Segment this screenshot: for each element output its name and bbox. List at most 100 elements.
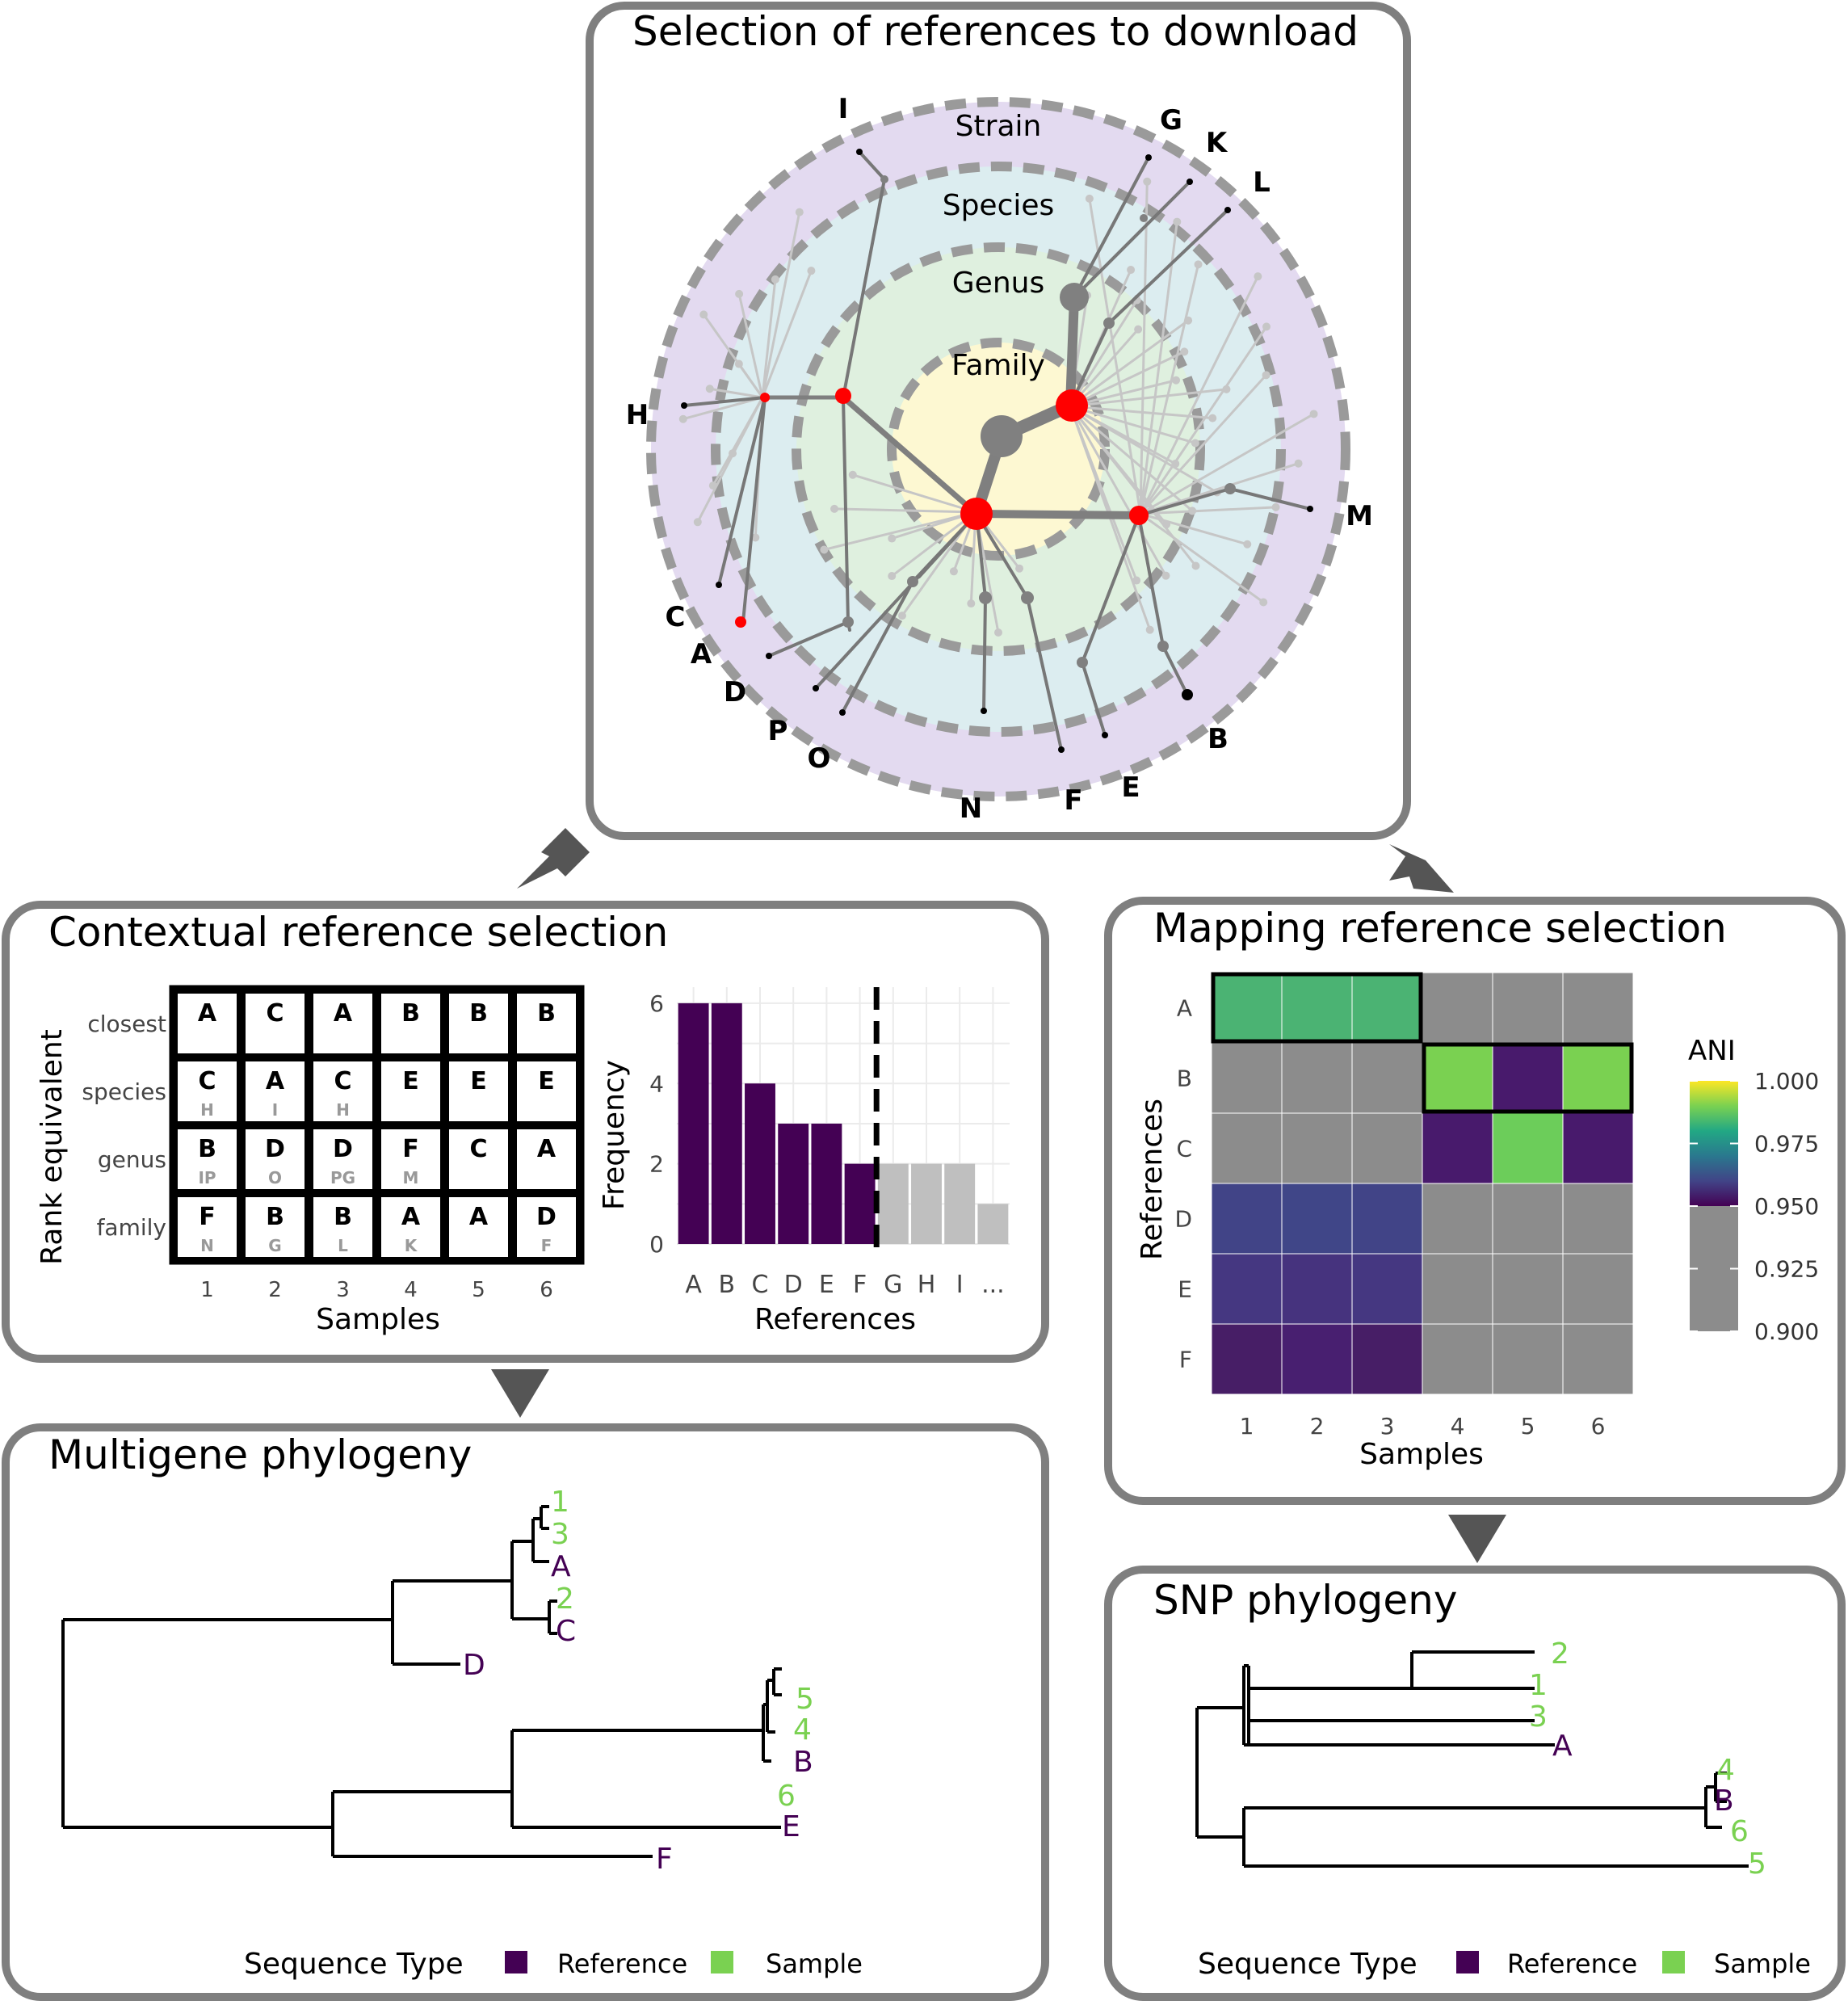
legend-label-1.000: 1.000 xyxy=(1754,1068,1819,1095)
branch xyxy=(1137,487,1232,517)
heat-cell xyxy=(1211,1112,1283,1184)
ring-label-genus: Genus xyxy=(952,267,1044,300)
cell-alt-ref: N xyxy=(200,1236,214,1255)
leaf-tip xyxy=(1145,154,1152,161)
rank-axis-label: Rank equivalent xyxy=(36,1029,69,1265)
ring-label-species: Species xyxy=(943,189,1055,222)
minor-branch xyxy=(737,292,764,399)
legend-label-0.900: 0.900 xyxy=(1754,1318,1819,1345)
contextual-title: Contextual reference selection xyxy=(48,909,669,956)
y-tick-2: 2 xyxy=(649,1151,664,1178)
heat-cell xyxy=(1422,1112,1493,1184)
minor-leaf xyxy=(705,385,714,393)
minor-leaf xyxy=(807,267,816,275)
cell-main-ref: E xyxy=(538,1067,555,1095)
leaf-label-L: L xyxy=(1253,166,1270,199)
minor-leaf xyxy=(898,612,906,620)
cell-main-ref: A xyxy=(266,1067,285,1095)
leaf-label-P: P xyxy=(768,715,788,747)
leaf-label-O: O xyxy=(808,742,831,775)
x-tick-A: A xyxy=(685,1271,702,1299)
heat-cell xyxy=(1211,1253,1283,1325)
selected-box xyxy=(1422,1042,1634,1114)
table-cell xyxy=(512,1057,581,1126)
cell-main-ref: B xyxy=(198,1135,216,1163)
heat-cell xyxy=(1492,1323,1564,1395)
minor-leaf xyxy=(1173,217,1182,226)
heat-cell xyxy=(1281,1253,1353,1325)
heat-cell xyxy=(1422,1042,1493,1114)
minor-leaf xyxy=(1145,625,1154,634)
top-panel-title: Selection of references to download xyxy=(632,8,1359,55)
multigene-legend-reference-label: Reference xyxy=(557,1948,687,1979)
minor-leaf xyxy=(729,449,737,458)
table-cell xyxy=(444,1192,513,1262)
table-cell xyxy=(241,1057,309,1126)
bar-C xyxy=(745,1083,775,1244)
minor-leaf xyxy=(678,414,687,423)
row-label-genus: genus xyxy=(98,1146,166,1173)
table-cell xyxy=(512,989,581,1058)
branch xyxy=(1073,180,1191,299)
heat-row-A: A xyxy=(1177,995,1192,1022)
minor-leaf xyxy=(848,470,857,479)
branch xyxy=(1107,208,1229,325)
minor-leaf xyxy=(949,567,958,576)
table-cell xyxy=(444,1124,513,1194)
minor-branch xyxy=(1069,350,1186,408)
minor-leaf xyxy=(888,572,897,581)
tip-label-6: 6 xyxy=(1730,1815,1749,1848)
cell-main-ref: B xyxy=(266,1203,284,1231)
intermediate-node xyxy=(1060,283,1089,312)
tip-label-3: 3 xyxy=(551,1518,569,1551)
bar-F xyxy=(844,1163,876,1244)
x-tick-F: F xyxy=(853,1271,867,1299)
selected-node xyxy=(1056,389,1088,422)
minor-branch xyxy=(761,269,813,399)
minor-branch xyxy=(1139,180,1149,515)
heat-col-1: 1 xyxy=(1240,1413,1254,1440)
multigene-legend-title: Sequence Type xyxy=(244,1948,464,1981)
table-cell xyxy=(376,989,445,1058)
cell-alt-ref: L xyxy=(338,1236,348,1255)
intermediate-node xyxy=(1140,214,1148,222)
tip-label-B: B xyxy=(793,1746,813,1779)
cell-main-ref: C xyxy=(469,1135,487,1163)
snp-title: SNP phylogeny xyxy=(1153,1577,1458,1624)
frequency-axis-label: Frequency xyxy=(598,1060,631,1210)
heat-cell xyxy=(1281,1042,1353,1114)
x-tick-C: C xyxy=(752,1271,769,1299)
row-label-closest: closest xyxy=(87,1011,166,1037)
cell-main-ref: A xyxy=(469,1203,489,1231)
heat-cell xyxy=(1422,1183,1493,1255)
row-label-species: species xyxy=(82,1078,166,1105)
heat-cell xyxy=(1211,972,1283,1044)
leaf-tip xyxy=(856,149,863,155)
bar-A xyxy=(678,1002,709,1244)
minor-branch xyxy=(1139,325,1268,515)
heat-cell xyxy=(1562,1042,1634,1114)
intermediate-node xyxy=(880,175,888,183)
snp-legend-reference-label: Reference xyxy=(1507,1948,1637,1979)
heat-cell xyxy=(1562,1112,1634,1184)
cell-alt-ref: I xyxy=(272,1100,278,1120)
heat-cell xyxy=(1281,1323,1353,1395)
tip-label-5: 5 xyxy=(796,1683,814,1716)
tip-label-6: 6 xyxy=(777,1780,796,1813)
arrow-to-multigene xyxy=(491,1369,549,1418)
minor-branch xyxy=(1069,405,1167,578)
arrow-to-mapping xyxy=(1389,844,1454,893)
branch xyxy=(682,396,766,407)
minor-branch xyxy=(708,387,764,399)
branch xyxy=(842,178,886,399)
x-tick-I: I xyxy=(956,1271,964,1299)
heat-cell xyxy=(1281,972,1353,1044)
leaf-label-G: G xyxy=(1160,104,1182,137)
y-tick-4: 4 xyxy=(649,1070,664,1097)
minor-branch xyxy=(1139,221,1178,515)
minor-leaf xyxy=(693,518,702,527)
table-cell xyxy=(309,1124,377,1194)
heat-cell xyxy=(1562,1323,1634,1395)
